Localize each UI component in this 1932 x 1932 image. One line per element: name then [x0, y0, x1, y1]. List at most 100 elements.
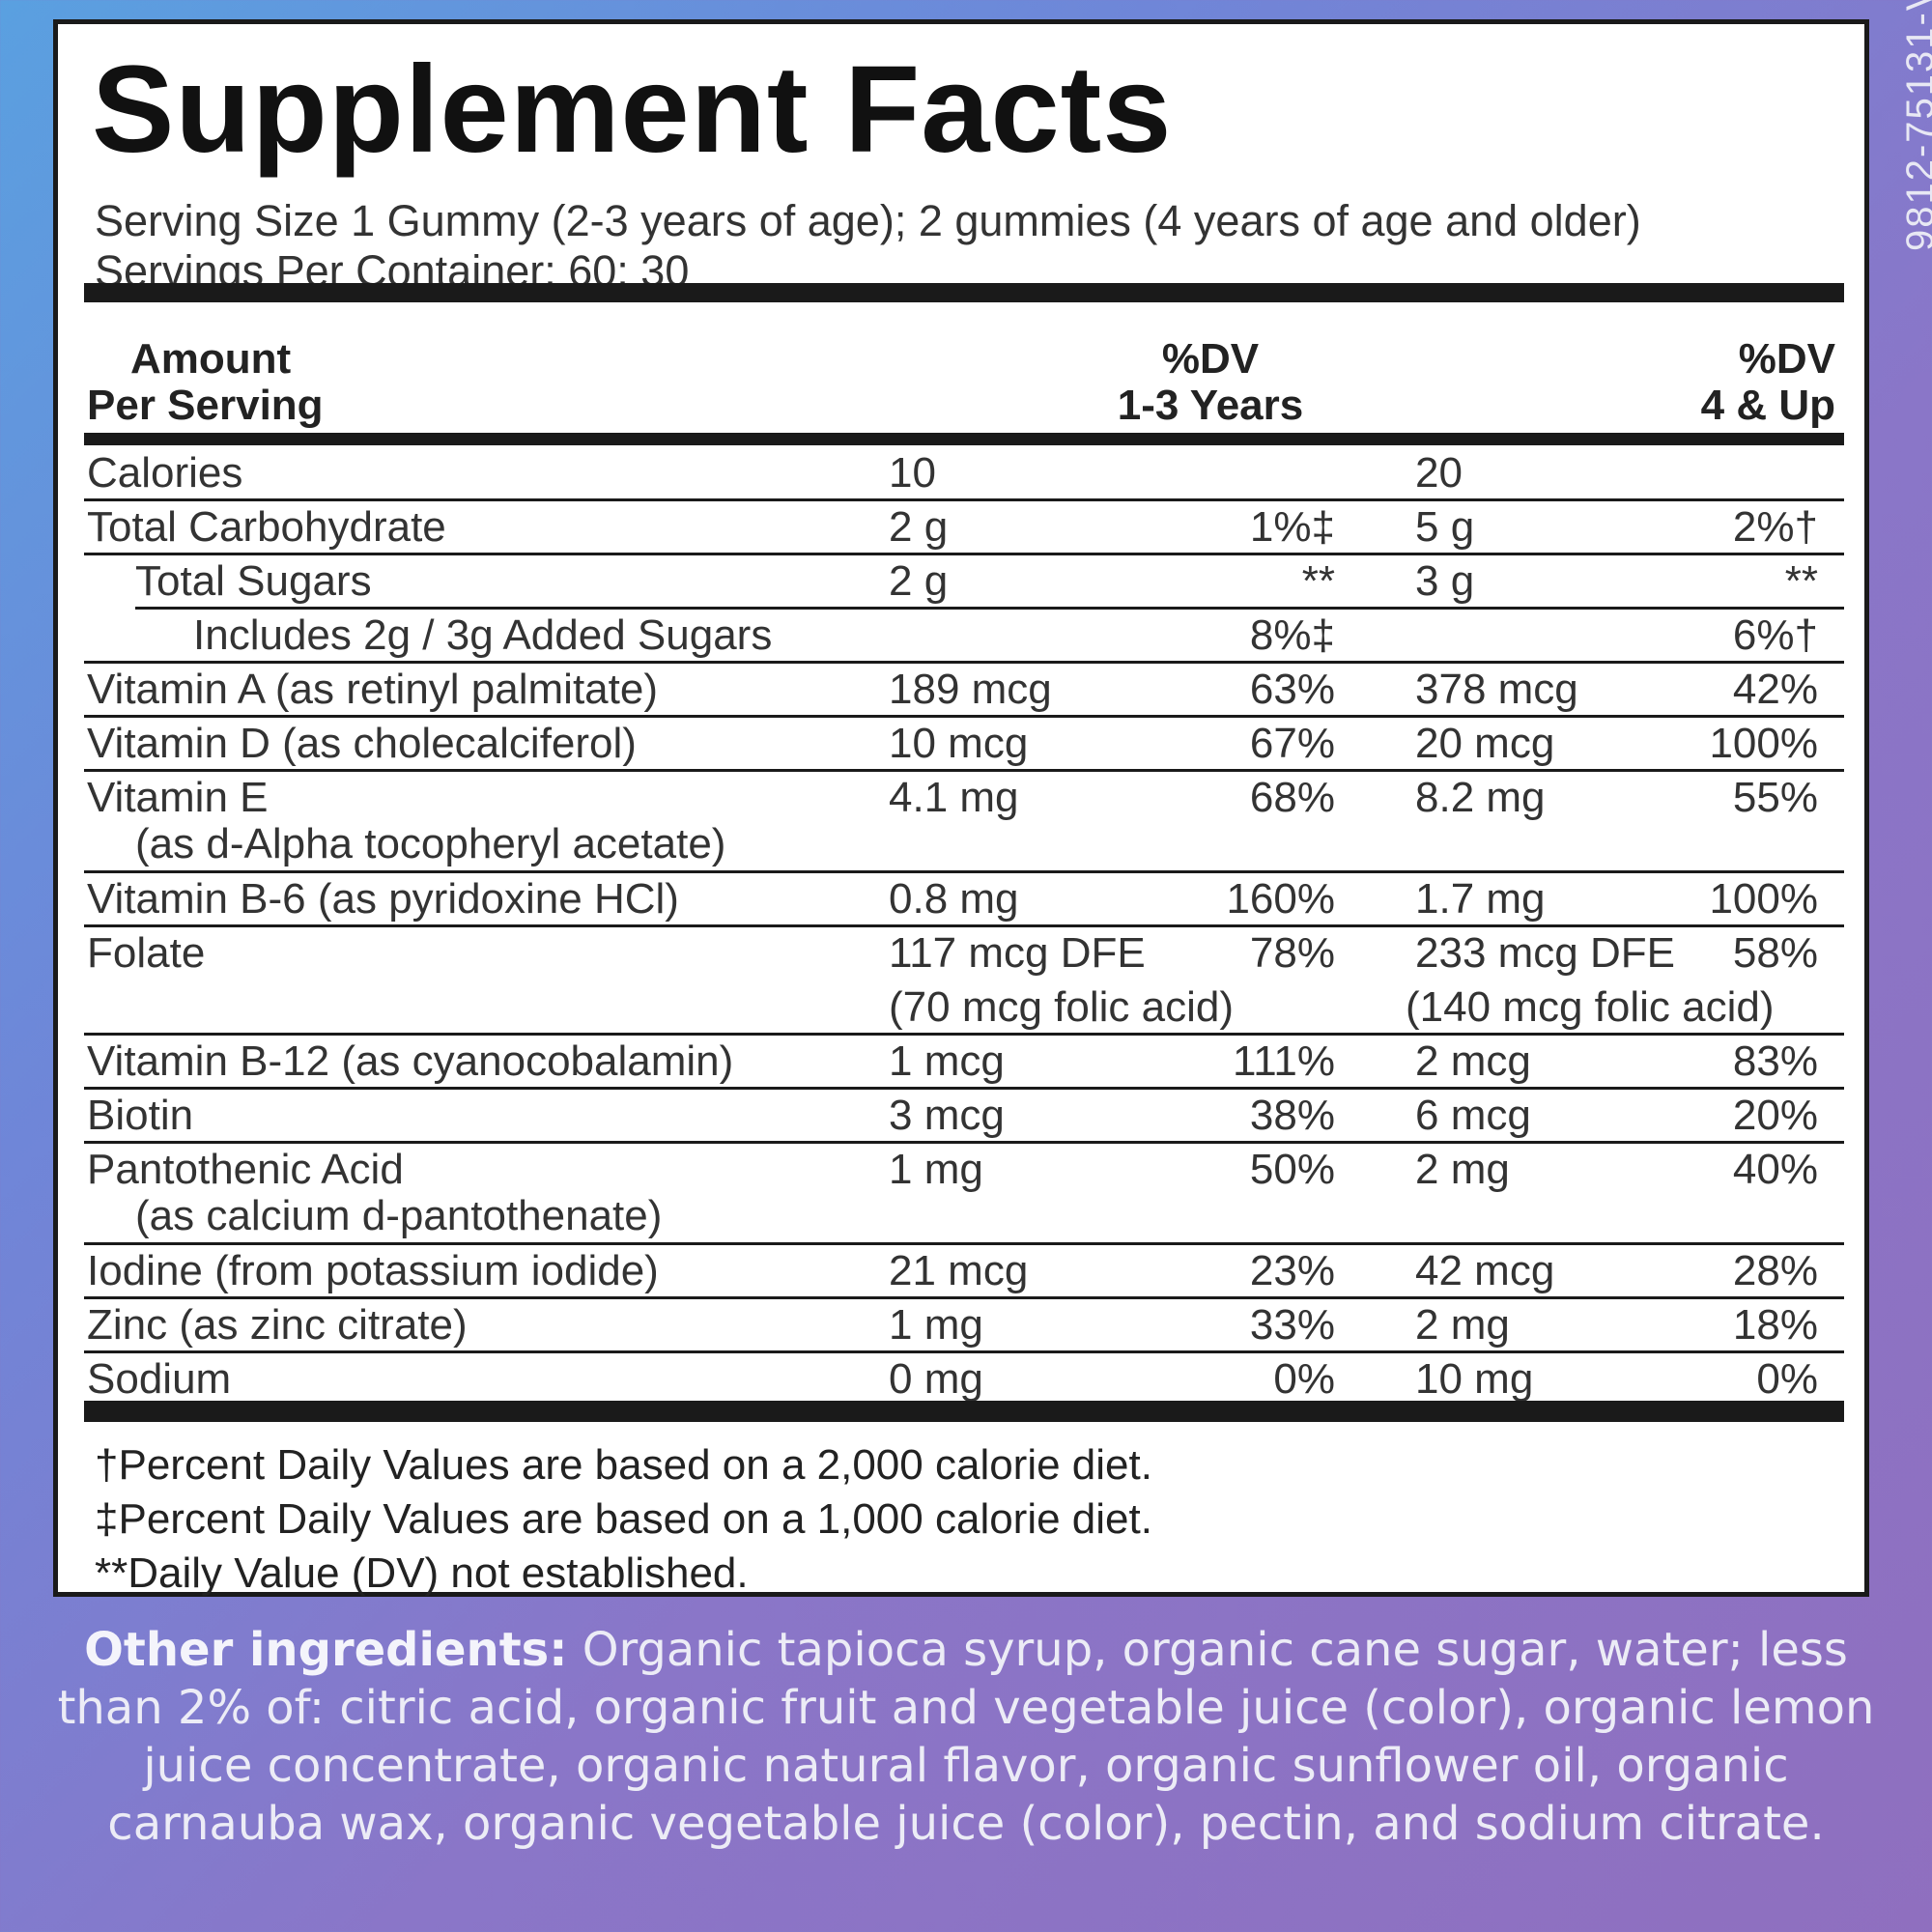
- amount-1-3-years: 189 mcg: [889, 666, 1052, 713]
- dv-4-and-up: **: [1784, 557, 1818, 605]
- amount-1-3-years: 21 mcg: [889, 1247, 1029, 1294]
- row-divider: [84, 1141, 1844, 1144]
- dv-1-3-years: 8%‡: [1249, 611, 1335, 659]
- amount-1-3-years: 0.8 mg: [889, 875, 1019, 923]
- nutrient-source: (as d-Alpha tocopheryl acetate): [135, 820, 726, 867]
- dv-4-and-up: 18%: [1732, 1301, 1818, 1349]
- amount-1-3-years: 0 mg: [889, 1355, 983, 1403]
- amount-4-and-up: 1.7 mg: [1415, 875, 1546, 923]
- dv-1-3-years: 160%: [1226, 875, 1335, 923]
- serving-info: Serving Size 1 Gummy (2-3 years of age);…: [95, 196, 1641, 297]
- dv-1-3-years: 67%: [1249, 720, 1335, 767]
- row-divider: [84, 1350, 1844, 1353]
- amount-4-and-up: 42 mcg: [1415, 1247, 1555, 1294]
- footnote-2000: †Percent Daily Values are based on a 2,0…: [95, 1441, 1152, 1489]
- dv-4-and-up: 28%: [1732, 1247, 1818, 1294]
- amount-1-3-years: 1 mg: [889, 1301, 983, 1349]
- amount-4-and-up: 233 mcg DFE: [1415, 929, 1675, 977]
- header-dv2-1: %DV: [1738, 335, 1835, 383]
- row-divider: [84, 715, 1844, 718]
- amount-4-and-up: 8.2 mg: [1415, 774, 1546, 821]
- amount-1-3-years: 10: [889, 449, 936, 497]
- header-dv1-1: %DV: [1161, 335, 1260, 383]
- dv-1-3-years: 0%: [1273, 1355, 1335, 1403]
- row-divider: [84, 1242, 1844, 1245]
- dv-1-3-years: 111%: [1232, 1037, 1335, 1085]
- nutrient-name: Includes 2g / 3g Added Sugars: [193, 611, 773, 659]
- amount-1-3-years: 4.1 mg: [889, 774, 1019, 821]
- nutrient-name: Vitamin A (as retinyl palmitate): [87, 666, 658, 713]
- row-divider: [84, 661, 1844, 664]
- dv-1-3-years: 50%: [1249, 1146, 1335, 1193]
- amount-1-3-years: 2 g: [889, 557, 949, 605]
- amount-1-3-years: 1 mg: [889, 1146, 983, 1193]
- dv-1-3-years: 38%: [1249, 1092, 1335, 1139]
- header-dv2-2: 4 & Up: [1700, 382, 1835, 429]
- nutrient-name: Vitamin E: [87, 774, 269, 821]
- nutrient-name: Biotin: [87, 1092, 194, 1139]
- dv-4-and-up: 58%: [1732, 929, 1818, 977]
- dv-4-and-up: 100%: [1709, 875, 1818, 923]
- nutrient-name: Calories: [87, 449, 243, 497]
- header-dv1-2: 1-3 Years: [1117, 382, 1304, 429]
- dv-1-3-years: 1%‡: [1249, 503, 1335, 551]
- amount-4-and-up-detail: (140 mcg folic acid): [1406, 983, 1775, 1031]
- dv-1-3-years: 78%: [1249, 929, 1335, 977]
- amount-4-and-up: 3 g: [1415, 557, 1475, 605]
- dv-4-and-up: 55%: [1732, 774, 1818, 821]
- amount-4-and-up: 378 mcg: [1415, 666, 1578, 713]
- amount-1-3-years: 117 mcg DFE: [889, 929, 1146, 977]
- other-ingredients-text: Organic tapioca syrup, organic cane suga…: [57, 1623, 1875, 1851]
- nutrient-name: Total Carbohydrate: [87, 503, 446, 551]
- amount-1-3-years: 3 mcg: [889, 1092, 1005, 1139]
- other-ingredients-label: Other ingredients:: [84, 1623, 568, 1677]
- row-divider: [84, 924, 1844, 927]
- header-amount-2: Per Serving: [87, 382, 324, 429]
- supplement-facts-panel: Supplement Facts Serving Size 1 Gummy (2…: [53, 19, 1869, 1597]
- dv-1-3-years: **: [1301, 557, 1335, 605]
- nutrient-name: Folate: [87, 929, 206, 977]
- nutrient-source: (as calcium d-pantothenate): [135, 1192, 663, 1239]
- serving-size: Serving Size 1 Gummy (2-3 years of age);…: [95, 196, 1641, 245]
- amount-4-and-up: 20 mcg: [1415, 720, 1555, 767]
- dv-1-3-years: 23%: [1249, 1247, 1335, 1294]
- dv-4-and-up: 42%: [1732, 666, 1818, 713]
- amount-1-3-years: 1 mcg: [889, 1037, 1005, 1085]
- dv-4-and-up: 6%†: [1732, 611, 1818, 659]
- dv-1-3-years: 33%: [1249, 1301, 1335, 1349]
- dv-4-and-up: 20%: [1732, 1092, 1818, 1139]
- amount-4-and-up: 10 mg: [1415, 1355, 1534, 1403]
- nutrient-name: Iodine (from potassium iodide): [87, 1247, 659, 1294]
- row-divider: [84, 553, 1844, 555]
- amount-4-and-up: 2 mg: [1415, 1146, 1510, 1193]
- row-divider: [84, 498, 1844, 501]
- amount-4-and-up: 5 g: [1415, 503, 1475, 551]
- footnote-dv: **Daily Value (DV) not established.: [95, 1549, 749, 1597]
- row-divider: [84, 1033, 1844, 1036]
- row-divider: [84, 769, 1844, 772]
- row-divider: [84, 1296, 1844, 1299]
- amount-4-and-up: 2 mg: [1415, 1301, 1510, 1349]
- dv-4-and-up: 0%: [1756, 1355, 1818, 1403]
- other-ingredients: Other ingredients: Organic tapioca syrup…: [39, 1621, 1893, 1853]
- nutrient-name: Vitamin B-6 (as pyridoxine HCl): [87, 875, 679, 923]
- nutrient-name: Vitamin D (as cholecalciferol): [87, 720, 637, 767]
- dv-1-3-years: 68%: [1249, 774, 1335, 821]
- dv-4-and-up: 2%†: [1732, 503, 1818, 551]
- header-amount-1: Amount: [130, 335, 292, 383]
- nutrient-name: Pantothenic Acid: [87, 1146, 404, 1193]
- nutrient-name: Vitamin B-12 (as cyanocobalamin): [87, 1037, 734, 1085]
- amount-4-and-up: 6 mcg: [1415, 1092, 1531, 1139]
- row-divider: [84, 870, 1844, 873]
- thick-divider-header: [84, 433, 1844, 445]
- amount-4-and-up: 2 mcg: [1415, 1037, 1531, 1085]
- row-divider: [84, 1087, 1844, 1090]
- nutrient-name: Sodium: [87, 1355, 232, 1403]
- product-code: 9812-75131-V02-60: [1899, 0, 1932, 251]
- amount-1-3-years: 2 g: [889, 503, 949, 551]
- row-divider: [135, 607, 1844, 610]
- nutrient-name: Total Sugars: [135, 557, 372, 605]
- dv-4-and-up: 40%: [1732, 1146, 1818, 1193]
- amount-4-and-up: 20: [1415, 449, 1463, 497]
- thick-divider-bottom: [84, 1401, 1844, 1422]
